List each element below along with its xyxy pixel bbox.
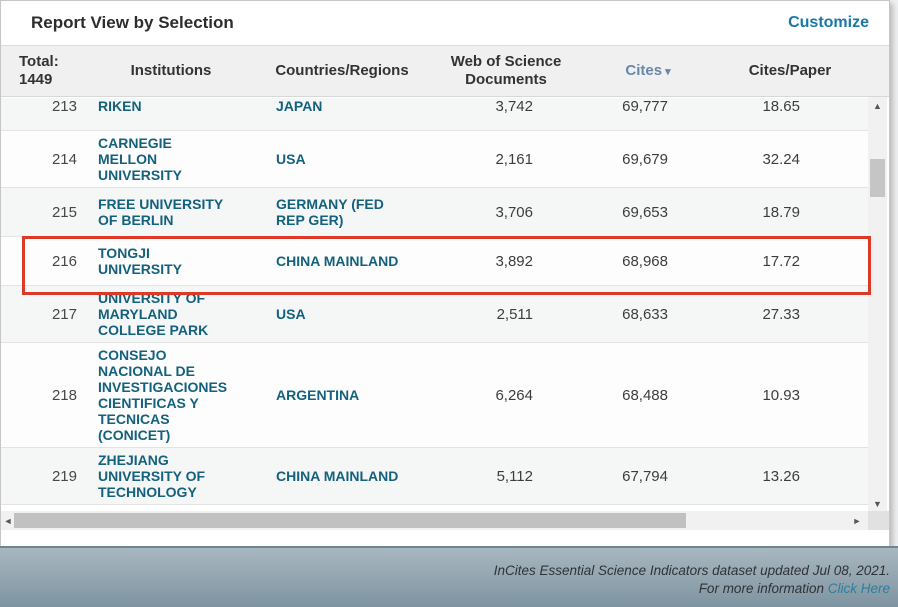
- table-row[interactable]: 216 TONGJI UNIVERSITY CHINA MAINLAND 3,8…: [1, 237, 869, 286]
- footer-bar: InCites Essential Science Indicators dat…: [0, 546, 898, 607]
- cites-per-paper-cell: 17.72: [762, 252, 800, 270]
- rank-cell: 215: [51, 203, 77, 221]
- institution-link[interactable]: FREE UNIVERSITY OF BERLIN: [98, 196, 223, 228]
- institution-link[interactable]: TONGJI UNIVERSITY: [98, 245, 183, 277]
- rank-cell: 214: [51, 150, 77, 168]
- institution-link[interactable]: CONSEJO NACIONAL DE INVESTIGACIONES CIEN…: [98, 347, 228, 443]
- institution-link[interactable]: CARNEGIE MELLON UNIVERSITY: [98, 135, 183, 183]
- scroll-right-icon[interactable]: ►: [852, 515, 862, 526]
- column-header-cites[interactable]: Cites ▾: [625, 61, 671, 79]
- country-cell: USA: [276, 306, 306, 322]
- wos-documents-cell: 3,892: [495, 252, 533, 270]
- column-header-total: Total: 1449: [19, 53, 59, 88]
- rank-cell: 218: [51, 386, 77, 404]
- footer-dataset-note: InCites Essential Science Indicators dat…: [493, 563, 890, 578]
- rank-cell: 217: [51, 305, 77, 323]
- cites-cell: 69,653: [622, 203, 668, 221]
- cites-per-paper-cell: 10.93: [762, 386, 800, 404]
- institution-link[interactable]: RIKEN: [98, 98, 142, 114]
- rank-cell: 213: [51, 98, 77, 115]
- column-header-institutions[interactable]: Institutions: [130, 62, 212, 79]
- wos-documents-cell: 2,511: [496, 305, 533, 323]
- report-panel: Report View by Selection Customize Total…: [0, 0, 890, 547]
- click-here-link[interactable]: Click Here: [827, 581, 890, 596]
- table-row[interactable]: 218 CONSEJO NACIONAL DE INVESTIGACIONES …: [1, 343, 869, 448]
- wos-documents-cell: 6,264: [495, 386, 533, 404]
- vertical-scrollbar-thumb[interactable]: [870, 159, 885, 197]
- customize-link[interactable]: Customize: [788, 14, 869, 31]
- cites-per-paper-cell: 27.33: [762, 305, 800, 323]
- institution-link[interactable]: UNIVERSITY OF MARYLAND COLLEGE PARK: [98, 290, 209, 338]
- scroll-up-icon[interactable]: ▲: [873, 100, 882, 111]
- country-cell: USA: [276, 151, 306, 167]
- column-header-cites-paper[interactable]: Cites/Paper: [748, 62, 832, 79]
- table-header-row: Total: 1449 Institutions Countries/Regio…: [1, 45, 889, 97]
- cites-cell: 68,633: [622, 305, 668, 323]
- cites-cell: 67,794: [622, 467, 668, 485]
- column-header-countries[interactable]: Countries/Regions: [275, 62, 409, 79]
- scroll-down-icon[interactable]: ▼: [873, 498, 882, 509]
- country-cell: GERMANY (FED REP GER): [276, 196, 384, 228]
- country-cell: JAPAN: [276, 98, 323, 114]
- institution-link[interactable]: ZHEJIANG UNIVERSITY OF TECHNOLOGY: [98, 452, 206, 500]
- scrollbar-corner: [868, 511, 889, 530]
- table-row[interactable]: 215 FREE UNIVERSITY OF BERLIN GERMANY (F…: [1, 188, 869, 237]
- cites-per-paper-cell: 13.26: [762, 467, 800, 485]
- wos-documents-cell: 2,161: [495, 150, 533, 168]
- cites-per-paper-cell: 32.24: [762, 150, 800, 168]
- cites-per-paper-cell: 18.65: [762, 98, 800, 115]
- table-row[interactable]: 214 CARNEGIE MELLON UNIVERSITY USA 2,161…: [1, 131, 869, 188]
- cites-cell: 68,488: [622, 386, 668, 404]
- country-cell: CHINA MAINLAND: [276, 468, 399, 484]
- rank-cell: 219: [51, 467, 77, 485]
- horizontal-scrollbar-thumb[interactable]: [14, 513, 686, 528]
- wos-documents-cell: 5,112: [496, 467, 533, 485]
- page-title: Report View by Selection: [31, 13, 234, 32]
- scroll-left-icon[interactable]: ◄: [3, 515, 13, 526]
- sort-descending-icon: ▾: [665, 65, 671, 78]
- table-row[interactable]: 219 ZHEJIANG UNIVERSITY OF TECHNOLOGY CH…: [1, 448, 869, 505]
- cites-cell: 68,968: [622, 252, 668, 270]
- horizontal-scrollbar[interactable]: ◄ ►: [1, 511, 868, 530]
- wos-documents-cell: 3,742: [495, 98, 533, 115]
- wos-documents-cell: 3,706: [495, 203, 533, 221]
- table-body: 213 RIKEN JAPAN 3,742 69,777 18.65 214 C…: [1, 98, 869, 512]
- footer-more-info: For more information Click Here: [698, 581, 890, 596]
- country-cell: CHINA MAINLAND: [276, 253, 399, 269]
- rank-cell: 216: [51, 252, 77, 270]
- table-row[interactable]: 217 UNIVERSITY OF MARYLAND COLLEGE PARK …: [1, 286, 869, 343]
- cites-per-paper-cell: 18.79: [762, 203, 800, 221]
- cites-cell: 69,679: [622, 150, 668, 168]
- vertical-scrollbar[interactable]: ▲ ▼: [868, 97, 887, 512]
- country-cell: ARGENTINA: [276, 387, 360, 403]
- column-header-wos-documents[interactable]: Web of Science Documents: [450, 53, 562, 88]
- table-row[interactable]: 213 RIKEN JAPAN 3,742 69,777 18.65: [1, 98, 869, 131]
- cites-cell: 69,777: [622, 98, 668, 115]
- title-bar: Report View by Selection Customize: [1, 1, 889, 45]
